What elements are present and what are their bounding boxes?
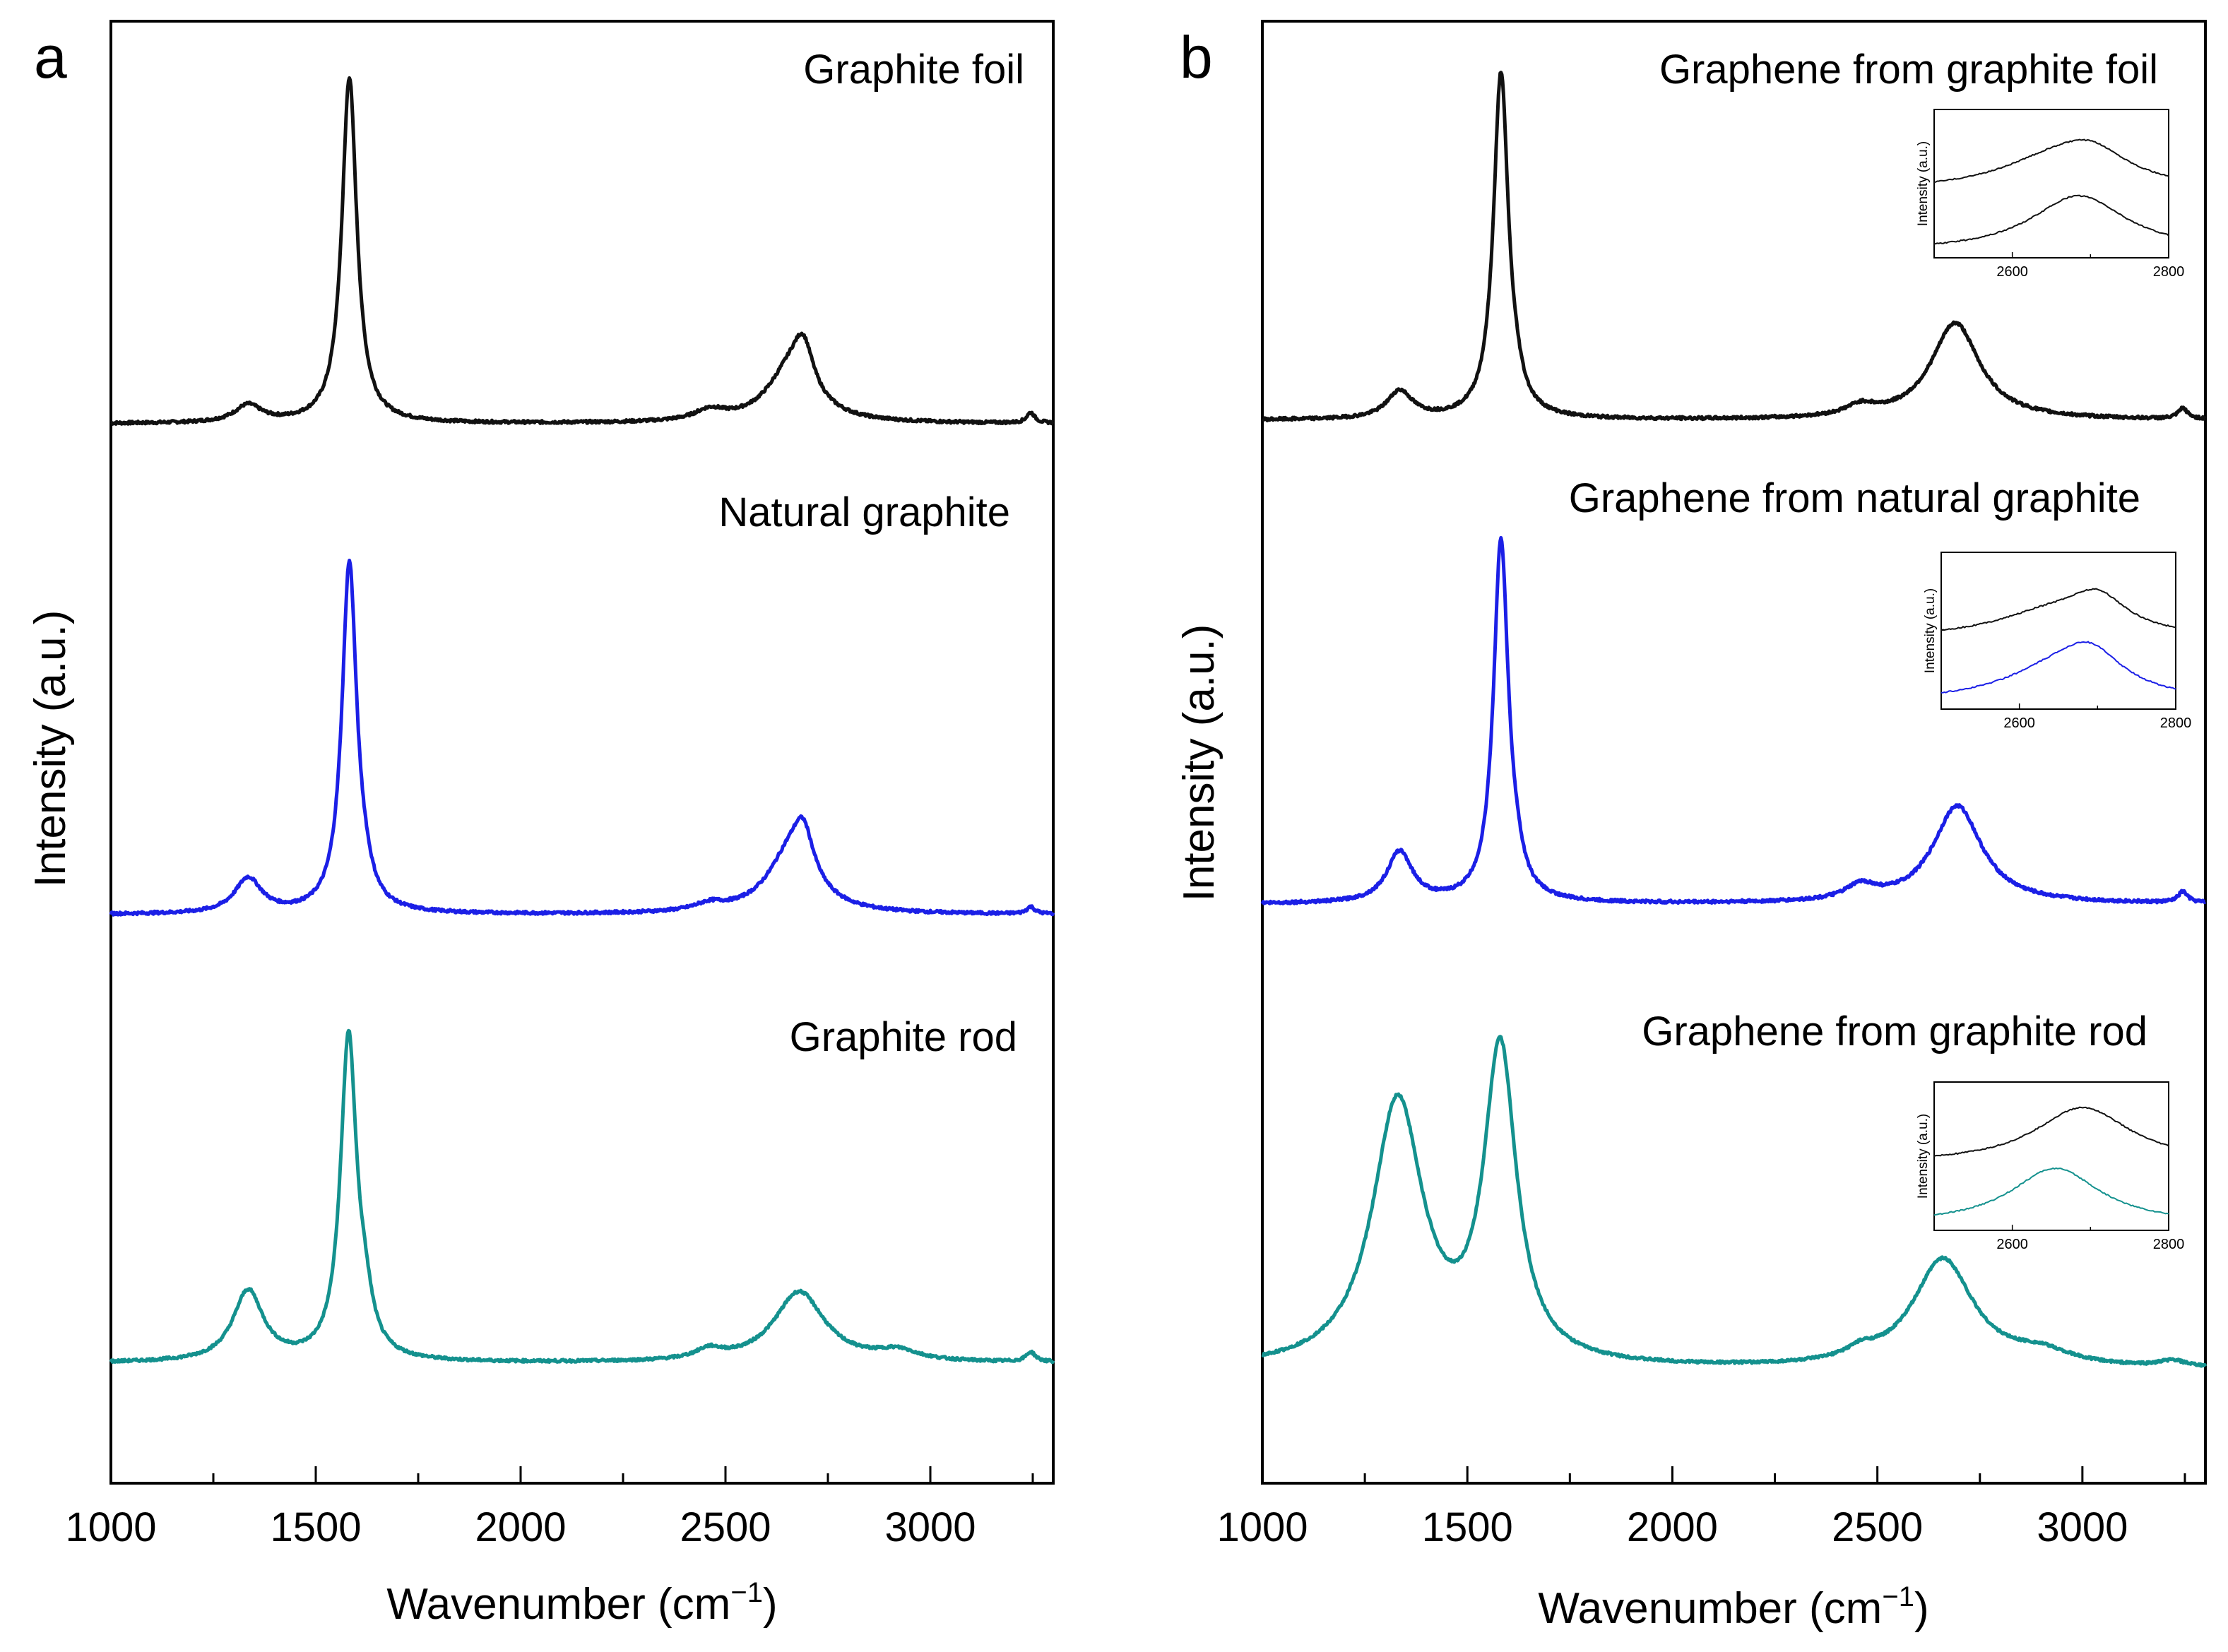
tick-label-a-2500: 2500: [680, 1504, 771, 1550]
x-axis-title-a-text: Wavenumber (cm: [386, 1580, 730, 1629]
tick-label-b-2000: 2000: [1627, 1504, 1718, 1550]
inset-tick-label-3-2600: 2600: [1996, 1237, 2028, 1252]
plot-frame-b: [1261, 20, 2207, 1485]
tick-label-b-1500: 1500: [1422, 1504, 1513, 1550]
x-axis-title-b: Wavenumber (cm−1): [1538, 1581, 1928, 1633]
series-group-a: [109, 76, 1055, 1365]
series-group-b: [1260, 71, 2208, 1368]
inset-trace-2-upper: [1940, 588, 2176, 631]
spectrum-a-graphite-rod: [109, 1028, 1055, 1365]
tick-label-a-1500: 1500: [270, 1504, 361, 1550]
tick-label-b-3000: 3000: [2037, 1504, 2128, 1550]
label-natural-graphite: Natural graphite: [718, 489, 1010, 535]
inset-y-title-1: Intensity (a.u.): [1916, 141, 1931, 226]
label-graphite-rod: Graphite rod: [790, 1014, 1017, 1060]
tick-label-b-2500: 2500: [1832, 1504, 1923, 1550]
x-axis-title-a-superscript: −1: [730, 1577, 763, 1608]
spectrum-a-natural-graphite: [109, 559, 1055, 917]
tick-label-a-3000: 3000: [884, 1504, 976, 1550]
spectrum-a-graphite-foil: [109, 76, 1055, 426]
panel-a: a 1000 1500 2000 2500 3000 Graphite foil Nat…: [26, 20, 1055, 1629]
inset-trace-3-lower: [1933, 1167, 2169, 1216]
spectrum-b-graphene-from-natural-graphite: [1260, 535, 2207, 905]
inset-2: 2600 2800 Intensity (a.u.): [1923, 552, 2191, 731]
inset-trace-1-lower: [1933, 194, 2169, 245]
panel-b: b 1000 1500 2000 2500 3000 2600 2800 Intensity…: [1175, 20, 2208, 1633]
x-axis-title-a: Wavenumber (cm−1): [386, 1577, 777, 1629]
x-axis-title-b-close: ): [1914, 1584, 1929, 1633]
spectrum-b-graphene-from-graphite-rod: [1261, 1035, 2208, 1368]
inset-1: 2600 2800 Intensity (a.u.): [1916, 109, 2184, 280]
panel-letter-b: b: [1180, 24, 1213, 90]
tick-label-a-1000: 1000: [65, 1504, 156, 1550]
label-graphene-natural-graphite: Graphene from natural graphite: [1569, 475, 2140, 521]
label-graphene-graphite-foil: Graphene from graphite foil: [1659, 47, 2158, 93]
inset-frame-3: [1933, 1081, 2169, 1231]
inset-tick-label-2-2600: 2600: [2003, 715, 2035, 731]
label-graphite-foil: Graphite foil: [803, 47, 1024, 93]
x-ticks-b: 1000 1500 2000 2500 3000: [1216, 1466, 2186, 1550]
insets-group-b: 2600 2800 Intensity (a.u.) 2600 2800 Intensit…: [1916, 109, 2191, 1252]
inset-tick-label-3-2800: 2800: [2153, 1237, 2185, 1252]
inset-y-title-3: Intensity (a.u.): [1916, 1114, 1931, 1199]
inset-trace-1-upper: [1933, 138, 2169, 184]
x-axis-title-b-text: Wavenumber (cm: [1538, 1584, 1882, 1633]
tick-label-a-2000: 2000: [475, 1504, 566, 1550]
panel-letter-a: a: [34, 24, 67, 90]
plot-frame-a: [109, 20, 1055, 1485]
inset-trace-3-upper: [1933, 1106, 2169, 1158]
label-graphene-graphite-rod: Graphene from graphite rod: [1642, 1009, 2147, 1054]
inset-frame-2: [1940, 552, 2176, 710]
x-axis-title-a-close: ): [763, 1580, 778, 1629]
x-ticks-a: 1000 1500 2000 2500 3000: [65, 1466, 1034, 1550]
x-axis-title-b-superscript: −1: [1882, 1581, 1914, 1612]
spectrum-b-graphene-from-graphite-foil: [1261, 71, 2207, 422]
inset-y-title-2: Intensity (a.u.): [1923, 588, 1938, 673]
inset-frame-1: [1933, 109, 2169, 259]
inset-tick-label-1-2600: 2600: [1996, 264, 2028, 280]
inset-tick-label-2-2800: 2800: [2160, 715, 2192, 731]
tick-label-b-1000: 1000: [1216, 1504, 1308, 1550]
inset-3: 2600 2800 Intensity (a.u.): [1916, 1081, 2185, 1252]
inset-tick-label-1-2800: 2800: [2153, 264, 2185, 280]
y-axis-title-b: Intensity (a.u.): [1175, 624, 1223, 902]
inset-trace-2-lower: [1941, 641, 2176, 694]
y-axis-title-a: Intensity (a.u.): [26, 610, 75, 888]
